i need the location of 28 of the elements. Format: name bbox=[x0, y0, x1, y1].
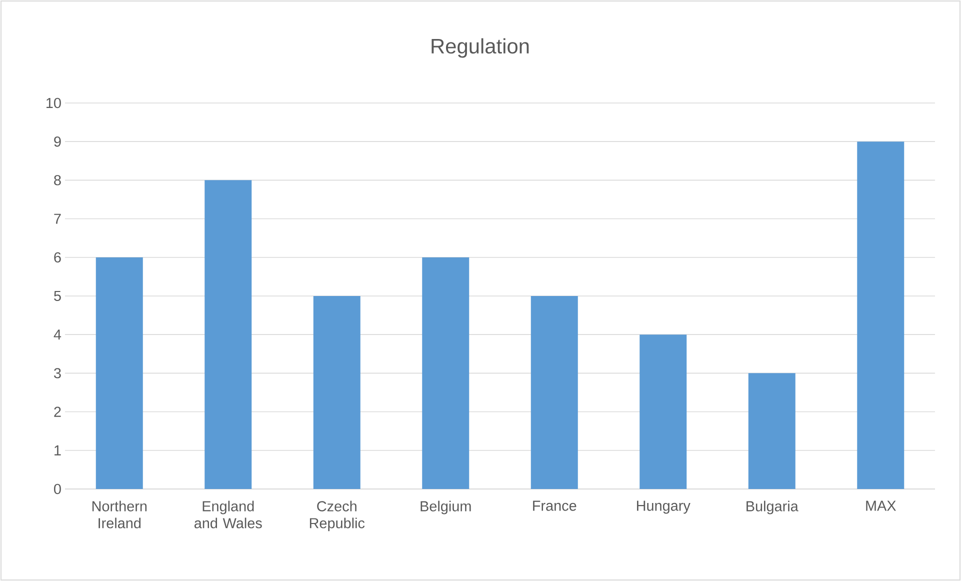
y-tick-label: 4 bbox=[54, 330, 62, 340]
bar bbox=[530, 296, 578, 489]
bar bbox=[96, 257, 143, 489]
x-tick-label: Northern Ireland bbox=[92, 500, 147, 528]
y-tick-label: 9 bbox=[54, 136, 61, 147]
x-tick-label: Hungary bbox=[637, 500, 690, 514]
x-tick-label: MAX bbox=[866, 500, 896, 511]
y-tick-label: 10 bbox=[46, 98, 61, 108]
x-tick-label: France bbox=[533, 500, 576, 511]
bar bbox=[313, 296, 360, 489]
x-tick-label: Belgium bbox=[420, 500, 471, 514]
x-tick-label: Czech Republic bbox=[310, 500, 365, 532]
chart-title: Regulation bbox=[432, 38, 529, 58]
y-tick-label: 1 bbox=[54, 445, 61, 456]
y-tick-label: 5 bbox=[54, 290, 61, 302]
y-tick-label: 3 bbox=[54, 368, 61, 378]
y-tick-label: 0 bbox=[54, 484, 61, 494]
bar bbox=[640, 334, 687, 489]
y-tick-label: 6 bbox=[54, 252, 61, 262]
bar bbox=[857, 142, 904, 489]
bar bbox=[748, 373, 796, 489]
bar bbox=[422, 257, 470, 489]
y-tick-label: 8 bbox=[54, 175, 61, 186]
x-tick-label: England and Wales bbox=[194, 500, 262, 528]
bar bbox=[204, 180, 252, 489]
x-tick-label: Bulgaria bbox=[746, 500, 798, 514]
y-tick-label: 2 bbox=[54, 406, 61, 417]
y-tick-label: 7 bbox=[54, 214, 61, 224]
